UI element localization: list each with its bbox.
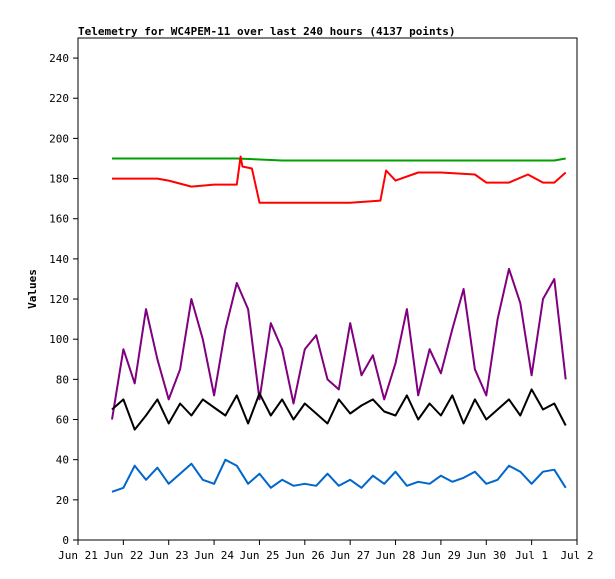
x-tick-label: Jul 1 [515, 549, 548, 562]
y-tick-label: 200 [49, 132, 69, 145]
y-tick-label: 160 [49, 213, 69, 226]
series-layer [111, 155, 567, 493]
x-tick-label: Jun 30 [466, 549, 506, 562]
y-tick-label: 100 [49, 333, 69, 346]
y-tick-label: 220 [49, 92, 69, 105]
series-line-1 [112, 157, 566, 162]
x-axis: Jun 21 Jun 22 Jun 23 Jun 24 Jun 25 Jun 26 Jun … [58, 540, 594, 562]
chart-title: Telemetry for WC4PEM-11 over last 240 ho… [78, 25, 456, 38]
y-tick-label: 240 [49, 52, 69, 65]
y-axis-label: Values [26, 269, 39, 309]
x-tick-label: Jun 22 [103, 549, 143, 562]
x-tick-label: Jun 21 [58, 549, 98, 562]
x-tick-label: Jun 28 [376, 549, 416, 562]
y-tick-label: 140 [49, 253, 69, 266]
series-line-2 [112, 155, 567, 204]
x-tick-label: Jun 27 [330, 549, 370, 562]
x-tick-label: Jun 26 [285, 549, 325, 562]
y-tick-label: 120 [49, 293, 69, 306]
x-tick-label: Jun 29 [421, 549, 461, 562]
series-line-4 [111, 388, 567, 431]
plot-area [77, 37, 578, 541]
x-tick-label: Jun 23 [149, 549, 189, 562]
y-axis: 0 20 40 60 80 100 120 140 160 180 200 220 240 [49, 52, 78, 547]
y-tick-label: 40 [56, 454, 69, 467]
x-tick-label: Jul 2 [560, 549, 593, 562]
series-line-3 [111, 267, 567, 420]
y-tick-label: 80 [56, 373, 69, 386]
x-tick-label: Jun 25 [240, 549, 280, 562]
y-tick-label: 20 [56, 494, 69, 507]
y-tick-label: 180 [49, 173, 69, 186]
x-tick-label: Jun 24 [194, 549, 234, 562]
y-tick-label: 60 [56, 414, 69, 427]
series-line-5 [111, 458, 567, 493]
y-tick-label: 0 [62, 534, 69, 547]
